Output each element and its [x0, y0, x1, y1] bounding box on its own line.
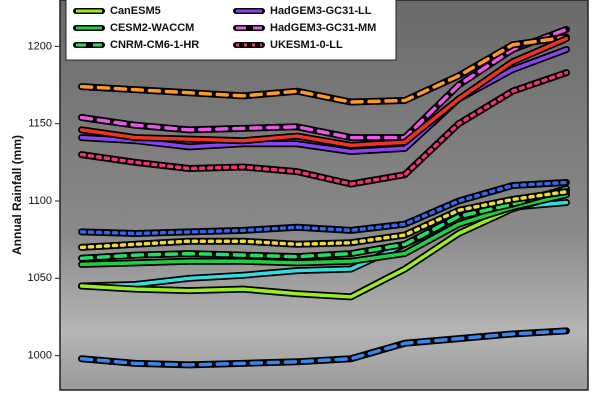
- y-tick-label: 1100: [28, 195, 52, 207]
- lines: [78, 25, 570, 369]
- line: [79, 189, 569, 250]
- y-tick-label: 1000: [28, 350, 52, 362]
- line: [79, 27, 569, 140]
- legend-label: HadGEM3-GC31-LL: [270, 5, 372, 17]
- line: [79, 36, 569, 148]
- legend: BCC-CSM2-MRCanESM5CESM2-WACCMCNRM-CM6-1-…: [65, 0, 397, 61]
- y-tick-label: 1050: [28, 272, 52, 284]
- line: [79, 35, 569, 104]
- line: [79, 180, 569, 236]
- y-tick-label: 1200: [28, 40, 52, 52]
- line: [79, 186, 569, 260]
- line: [79, 193, 569, 267]
- plot-area: [59, 0, 589, 391]
- legend-label: HadGEM3-GC31-MM: [270, 22, 376, 34]
- line: [79, 70, 569, 186]
- legend-label: CESM2-WACCM: [110, 22, 194, 34]
- legend-label: UKESM1-0-LL: [270, 39, 343, 51]
- line: [79, 191, 569, 299]
- legend-box: [65, 0, 397, 61]
- y-tick-label: 1150: [28, 118, 52, 130]
- line: [79, 329, 569, 367]
- legend-label: CanESM5: [110, 5, 161, 17]
- y-axis-label: Annual Rainfall (mm): [10, 135, 24, 255]
- legend-label: CNRM-CM6-1-HR: [110, 39, 199, 51]
